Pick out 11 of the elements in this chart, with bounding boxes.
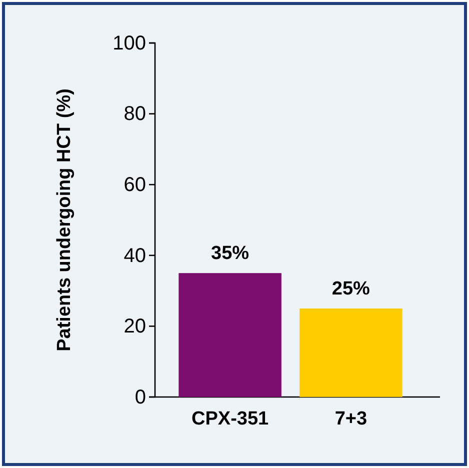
data-label: 25% [332, 278, 370, 300]
y-tick-label: 40 [124, 244, 146, 267]
y-tick-label: 80 [124, 103, 146, 126]
y-axis-title: Patients undergoing HCT (%) [54, 88, 75, 352]
x-tick-label: 7+3 [334, 408, 368, 430]
y-tick-label: 0 [134, 386, 146, 408]
y-tick-label: 60 [124, 174, 146, 196]
y-tick-label: 100 [112, 32, 146, 54]
y-tick-label: 20 [124, 316, 146, 338]
x-tick-label: CPX-351 [192, 408, 270, 430]
data-label: 35% [211, 243, 250, 264]
